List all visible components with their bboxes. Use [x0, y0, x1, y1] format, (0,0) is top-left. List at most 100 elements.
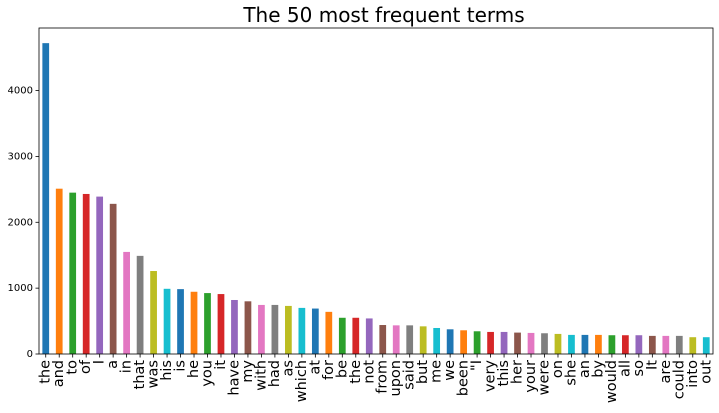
bar-had — [271, 304, 279, 354]
bar-your — [527, 332, 535, 354]
x-tick-label: all — [617, 360, 633, 377]
x-tick-label: a — [105, 360, 121, 369]
bar-were — [541, 333, 548, 354]
x-tick-label: he — [186, 360, 202, 378]
bar-would — [608, 335, 616, 354]
chart-title: The 50 most frequent terms — [242, 3, 524, 27]
bar-this — [500, 331, 508, 354]
x-tick-label: could — [671, 360, 687, 399]
x-tick-label: that — [132, 360, 148, 390]
bar-of — [82, 193, 90, 354]
bar-i — [96, 196, 104, 354]
y-tick-label: 4000 — [8, 86, 33, 97]
x-tick-label: you — [200, 360, 216, 387]
bar-on — [554, 333, 562, 354]
x-tick-label: this — [496, 360, 512, 386]
x-tick-label: but — [415, 360, 431, 384]
x-tick-label: is — [173, 360, 189, 372]
bar-not — [365, 318, 373, 354]
x-tick-label: we — [442, 360, 458, 381]
bar-are — [662, 335, 670, 354]
x-tick-label: his — [159, 360, 175, 381]
bar-you — [204, 293, 211, 354]
x-tick-label: it — [213, 360, 229, 370]
bar-out — [702, 337, 710, 354]
x-tick-label: not — [361, 360, 377, 384]
x-tick-label: would — [604, 360, 620, 403]
y-tick-label: 2000 — [8, 217, 33, 228]
bar-and — [55, 188, 63, 354]
bar-me — [433, 327, 441, 354]
bar-have — [231, 299, 238, 354]
bar-the — [352, 317, 360, 354]
bar-very — [487, 331, 494, 354]
x-tick-label: very — [483, 360, 499, 392]
bar-with — [258, 304, 265, 354]
x-tick-label: on — [550, 360, 566, 378]
bar-as — [285, 305, 292, 354]
bar-but — [419, 326, 427, 354]
bar-it — [648, 335, 656, 354]
x-tick-label: so — [631, 360, 647, 377]
bar-is — [177, 289, 184, 354]
x-tick-label: to — [65, 360, 81, 375]
x-tick-label: of — [78, 359, 94, 374]
x-tick-label: are — [658, 360, 674, 384]
bar-the — [42, 43, 50, 355]
bar-could — [675, 335, 683, 354]
bar-for — [325, 311, 333, 354]
x-tick-label: she — [563, 360, 579, 386]
y-axis: 0 1000 2000 3000 4000 — [8, 86, 39, 360]
x-tick-label: as — [280, 360, 296, 376]
x-tick-label: the — [38, 360, 54, 384]
x-tick-label: upon — [388, 360, 404, 396]
x-tick-label: into — [685, 360, 701, 388]
x-tick-label: said — [402, 360, 418, 390]
x-tick-label: by — [590, 360, 606, 378]
bar-her — [514, 332, 521, 354]
bar-was — [150, 271, 157, 354]
bar-all — [622, 335, 629, 354]
y-tick-label: 0 — [27, 349, 33, 360]
x-tick-label: was — [146, 360, 162, 388]
y-tick-label: 3000 — [8, 151, 33, 162]
bar-to — [69, 192, 77, 354]
plot-frame — [38, 27, 714, 355]
y-tick-label: 1000 — [8, 283, 33, 294]
x-tick-label: with — [253, 360, 269, 391]
bar-a — [109, 203, 117, 354]
bar-be — [338, 317, 346, 354]
x-tick-label: be — [334, 360, 350, 378]
x-tick-label: at — [307, 360, 323, 375]
bar-my — [244, 301, 252, 354]
x-tick-label: from — [375, 360, 391, 394]
x-tick-label: been — [456, 360, 472, 396]
x-tick-label: were — [537, 360, 553, 395]
bar-she — [568, 334, 575, 354]
bar-into — [689, 337, 697, 354]
bar-so — [635, 335, 643, 354]
bar-said — [406, 325, 414, 354]
x-tick-label: had — [267, 360, 283, 387]
x-tick-label: out — [698, 360, 714, 384]
x-tick-label: It — [644, 360, 660, 370]
bars-group — [42, 43, 710, 355]
bar-his — [163, 288, 171, 354]
bar-from — [379, 325, 387, 354]
bar-an — [581, 334, 589, 354]
x-tick-label: her — [510, 360, 526, 384]
bar-which — [298, 307, 306, 354]
x-tick-label: your — [523, 360, 539, 393]
bar-that — [136, 255, 144, 354]
bar-in — [123, 251, 130, 354]
bar-i — [473, 331, 481, 354]
x-tick-label: which — [294, 360, 310, 402]
x-tick-label: in — [119, 360, 135, 373]
x-tick-label: have — [226, 360, 242, 396]
bar-we — [446, 329, 454, 354]
bar-upon — [392, 325, 400, 354]
x-tick-label: me — [429, 360, 445, 383]
x-tick-label: for — [321, 360, 337, 380]
bar-by — [595, 334, 602, 354]
